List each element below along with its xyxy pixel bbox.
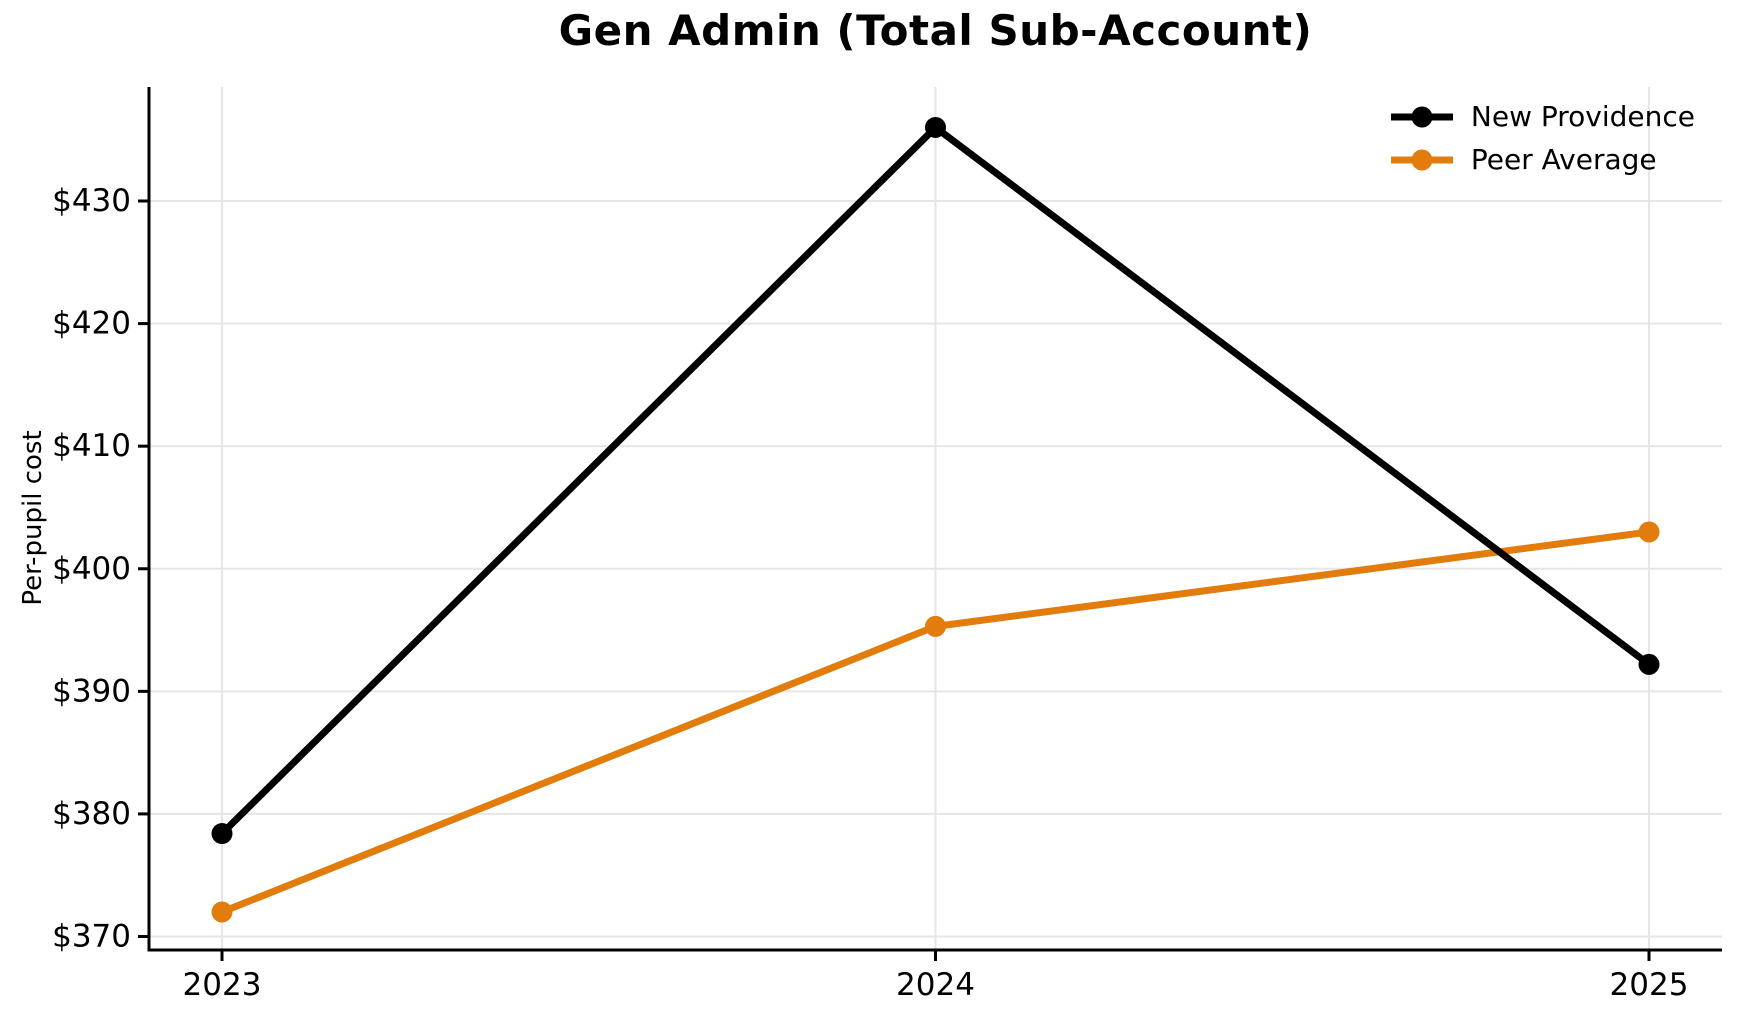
x-tick-label: 2024 — [896, 967, 975, 1003]
x-tick-label: 2023 — [183, 967, 262, 1003]
data-point-marker-new-providence — [925, 116, 946, 138]
y-tick-label: $370 — [52, 919, 131, 955]
legend-marker-peer-average — [1411, 149, 1433, 170]
y-tick-label: $380 — [52, 796, 131, 832]
chart-title: Gen Admin (Total Sub-Account) — [558, 6, 1313, 55]
legend-entry-peer-average: Peer Average — [1390, 143, 1695, 176]
y-tick-label: $430 — [52, 183, 131, 219]
y-tick-label: $400 — [52, 551, 131, 587]
data-point-marker-peer-average — [211, 901, 233, 923]
legend-line-sample-peer-average — [1390, 149, 1453, 170]
y-tick-label: $420 — [52, 306, 131, 342]
y-tick-label: $390 — [52, 673, 131, 709]
data-point-marker-peer-average — [925, 615, 946, 637]
legend-entry-new-providence: New Providence — [1390, 100, 1695, 133]
legend-label-peer-average: Peer Average — [1470, 143, 1657, 176]
legend-label-new-providence: New Providence — [1470, 100, 1695, 133]
data-point-marker-peer-average — [1638, 521, 1660, 543]
data-point-marker-new-providence — [1638, 653, 1660, 675]
x-tick-label: 2025 — [1610, 967, 1689, 1003]
legend-line-sample-new-providence — [1390, 106, 1453, 127]
chart-legend: New Providence Peer Average — [1390, 100, 1695, 176]
y-tick-label: $410 — [52, 428, 131, 464]
data-point-marker-new-providence — [211, 823, 233, 845]
legend-marker-new-providence — [1411, 106, 1433, 127]
